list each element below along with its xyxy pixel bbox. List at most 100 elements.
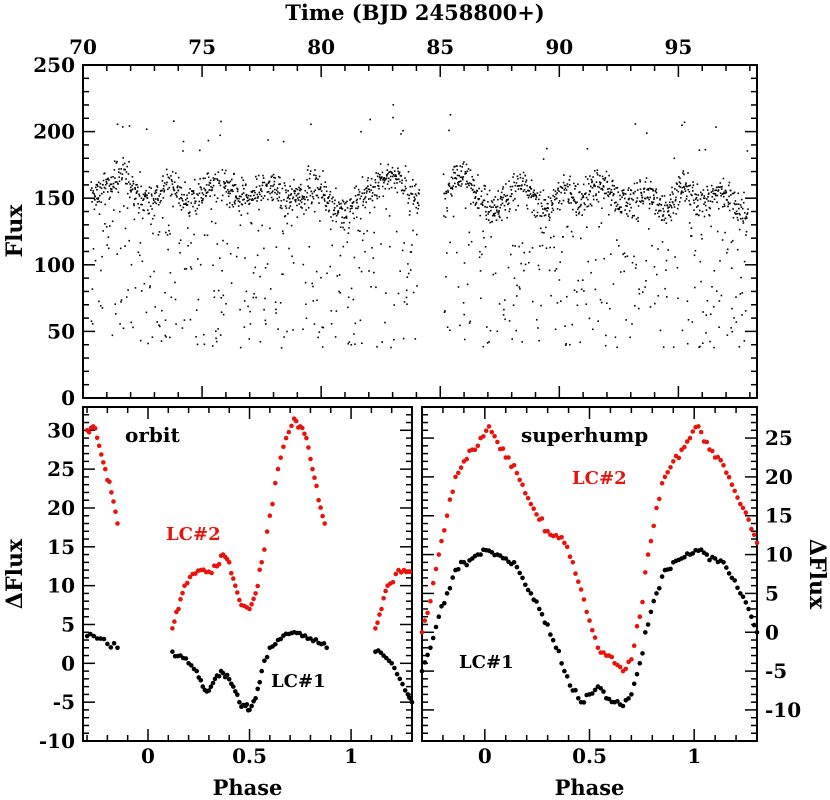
data-point	[544, 214, 547, 216]
data-point	[503, 204, 506, 207]
data-point	[127, 289, 129, 291]
y-tick-label: 100	[33, 253, 75, 277]
data-point	[595, 645, 601, 651]
data-point	[172, 205, 174, 208]
data-point	[696, 213, 698, 215]
data-point	[100, 187, 103, 190]
y-tick-label: 5	[765, 581, 779, 605]
data-point	[144, 193, 147, 196]
data-point	[705, 209, 708, 211]
data-point	[690, 193, 692, 196]
data-point	[659, 481, 665, 486]
data-point	[322, 326, 325, 329]
data-point	[486, 206, 488, 209]
data-point	[565, 343, 567, 345]
y-tick-label: 30	[47, 418, 75, 442]
data-point	[749, 614, 754, 619]
data-point	[466, 180, 468, 183]
data-point	[269, 288, 272, 290]
data-point	[522, 180, 524, 182]
data-point	[407, 202, 409, 204]
data-point	[210, 185, 212, 188]
data-point	[644, 197, 647, 200]
data-point	[246, 200, 249, 202]
data-point	[276, 193, 278, 195]
data-point	[694, 249, 697, 252]
data-point	[146, 197, 149, 199]
y-axis-title: ΔFlux	[2, 538, 28, 609]
data-point	[202, 197, 204, 200]
data-point	[178, 198, 181, 200]
data-point	[708, 206, 711, 209]
data-point	[293, 190, 296, 193]
data-point	[743, 191, 745, 194]
data-point	[226, 203, 228, 206]
data-point	[519, 173, 521, 176]
x-tick-label: 85	[426, 35, 454, 59]
data-point	[289, 205, 292, 207]
data-point	[280, 199, 283, 202]
data-point	[244, 184, 247, 187]
data-point	[624, 256, 627, 258]
data-point	[356, 207, 359, 210]
data-point	[622, 192, 624, 194]
data-point	[281, 230, 284, 232]
data-point	[397, 167, 399, 170]
data-point	[275, 312, 277, 314]
data-point	[553, 235, 555, 238]
data-point	[721, 463, 726, 468]
data-point	[708, 214, 711, 217]
data-point	[114, 181, 117, 183]
data-point	[377, 172, 379, 175]
data-point	[615, 205, 618, 207]
data-point	[262, 197, 265, 200]
data-point	[107, 177, 109, 180]
data-point	[362, 204, 364, 207]
data-point	[503, 194, 505, 196]
data-point	[108, 198, 110, 200]
data-point	[691, 194, 693, 197]
data-point	[520, 575, 525, 581]
data-point	[180, 209, 183, 211]
data-point	[312, 475, 317, 481]
data-point	[616, 346, 618, 349]
data-point	[407, 171, 410, 173]
data-point	[373, 231, 375, 234]
data-point	[551, 202, 553, 204]
data-point	[481, 201, 484, 203]
data-point	[535, 196, 538, 198]
data-point	[387, 173, 389, 175]
data-point	[345, 217, 348, 219]
data-point	[614, 208, 617, 210]
data-point	[721, 560, 726, 565]
data-point	[264, 297, 266, 300]
data-point	[242, 179, 245, 181]
data-point	[596, 198, 598, 201]
data-point	[185, 198, 187, 201]
data-point	[454, 182, 456, 185]
data-point	[704, 197, 706, 200]
data-point	[208, 181, 211, 184]
plot-frame	[82, 64, 758, 399]
data-point	[389, 661, 395, 666]
data-point	[514, 470, 520, 476]
data-point	[508, 202, 510, 205]
data-point	[412, 291, 415, 294]
data-point	[727, 201, 730, 203]
data-point	[395, 178, 398, 181]
data-point	[302, 197, 305, 200]
data-point	[339, 292, 341, 294]
data-point	[209, 195, 211, 197]
data-point	[416, 233, 418, 236]
data-point	[524, 263, 527, 266]
data-point	[608, 213, 610, 216]
data-point	[522, 190, 525, 193]
data-point	[496, 330, 499, 333]
data-point	[444, 310, 446, 312]
data-point	[462, 302, 465, 304]
data-point	[350, 344, 353, 346]
data-point	[464, 562, 470, 568]
data-point	[482, 199, 485, 202]
data-point	[669, 216, 672, 218]
